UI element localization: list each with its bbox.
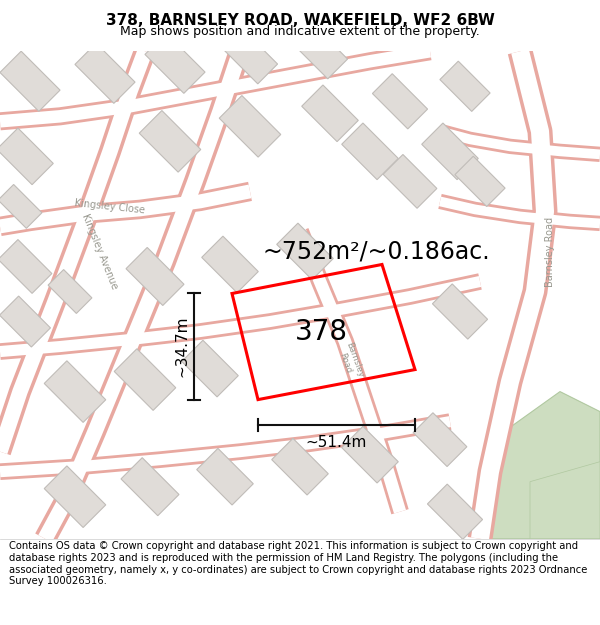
Polygon shape [0,296,50,347]
Polygon shape [373,74,428,129]
Polygon shape [272,438,328,495]
Text: Kingsley Close: Kingsley Close [74,198,146,215]
Polygon shape [0,51,60,111]
Text: Kingsley Avenue: Kingsley Avenue [80,213,120,291]
Polygon shape [433,284,488,339]
Polygon shape [342,123,398,179]
Polygon shape [197,448,253,505]
Polygon shape [182,340,238,397]
Polygon shape [114,349,176,411]
Polygon shape [422,123,478,179]
Text: 378: 378 [295,318,348,346]
Polygon shape [139,111,201,172]
Polygon shape [440,61,490,111]
Polygon shape [44,466,106,528]
Text: Contains OS data © Crown copyright and database right 2021. This information is : Contains OS data © Crown copyright and d… [9,541,587,586]
Text: ~752m²/~0.186ac.: ~752m²/~0.186ac. [263,240,491,264]
Polygon shape [0,239,52,293]
Text: Barnsley Road: Barnsley Road [545,216,555,286]
Polygon shape [413,412,467,466]
Polygon shape [219,96,281,157]
Polygon shape [0,184,42,228]
Polygon shape [427,484,482,539]
Polygon shape [455,156,505,206]
Polygon shape [530,462,600,539]
Polygon shape [223,29,278,84]
Polygon shape [145,33,205,93]
Polygon shape [277,223,333,280]
Polygon shape [292,24,347,79]
Text: 378, BARNSLEY ROAD, WAKEFIELD, WF2 6BW: 378, BARNSLEY ROAD, WAKEFIELD, WF2 6BW [106,12,494,28]
Polygon shape [44,361,106,423]
Text: Map shows position and indicative extent of the property.: Map shows position and indicative extent… [120,26,480,39]
Polygon shape [121,458,179,516]
Polygon shape [342,426,398,483]
Polygon shape [302,85,358,142]
Polygon shape [75,43,135,103]
Polygon shape [490,392,600,539]
Polygon shape [383,154,437,208]
Text: Barnsley
Road: Barnsley Road [335,341,365,382]
Polygon shape [48,269,92,314]
Text: ~51.4m: ~51.4m [306,435,367,450]
Polygon shape [126,248,184,306]
Polygon shape [0,128,53,184]
Polygon shape [202,236,258,292]
Text: ~34.7m: ~34.7m [175,316,190,378]
